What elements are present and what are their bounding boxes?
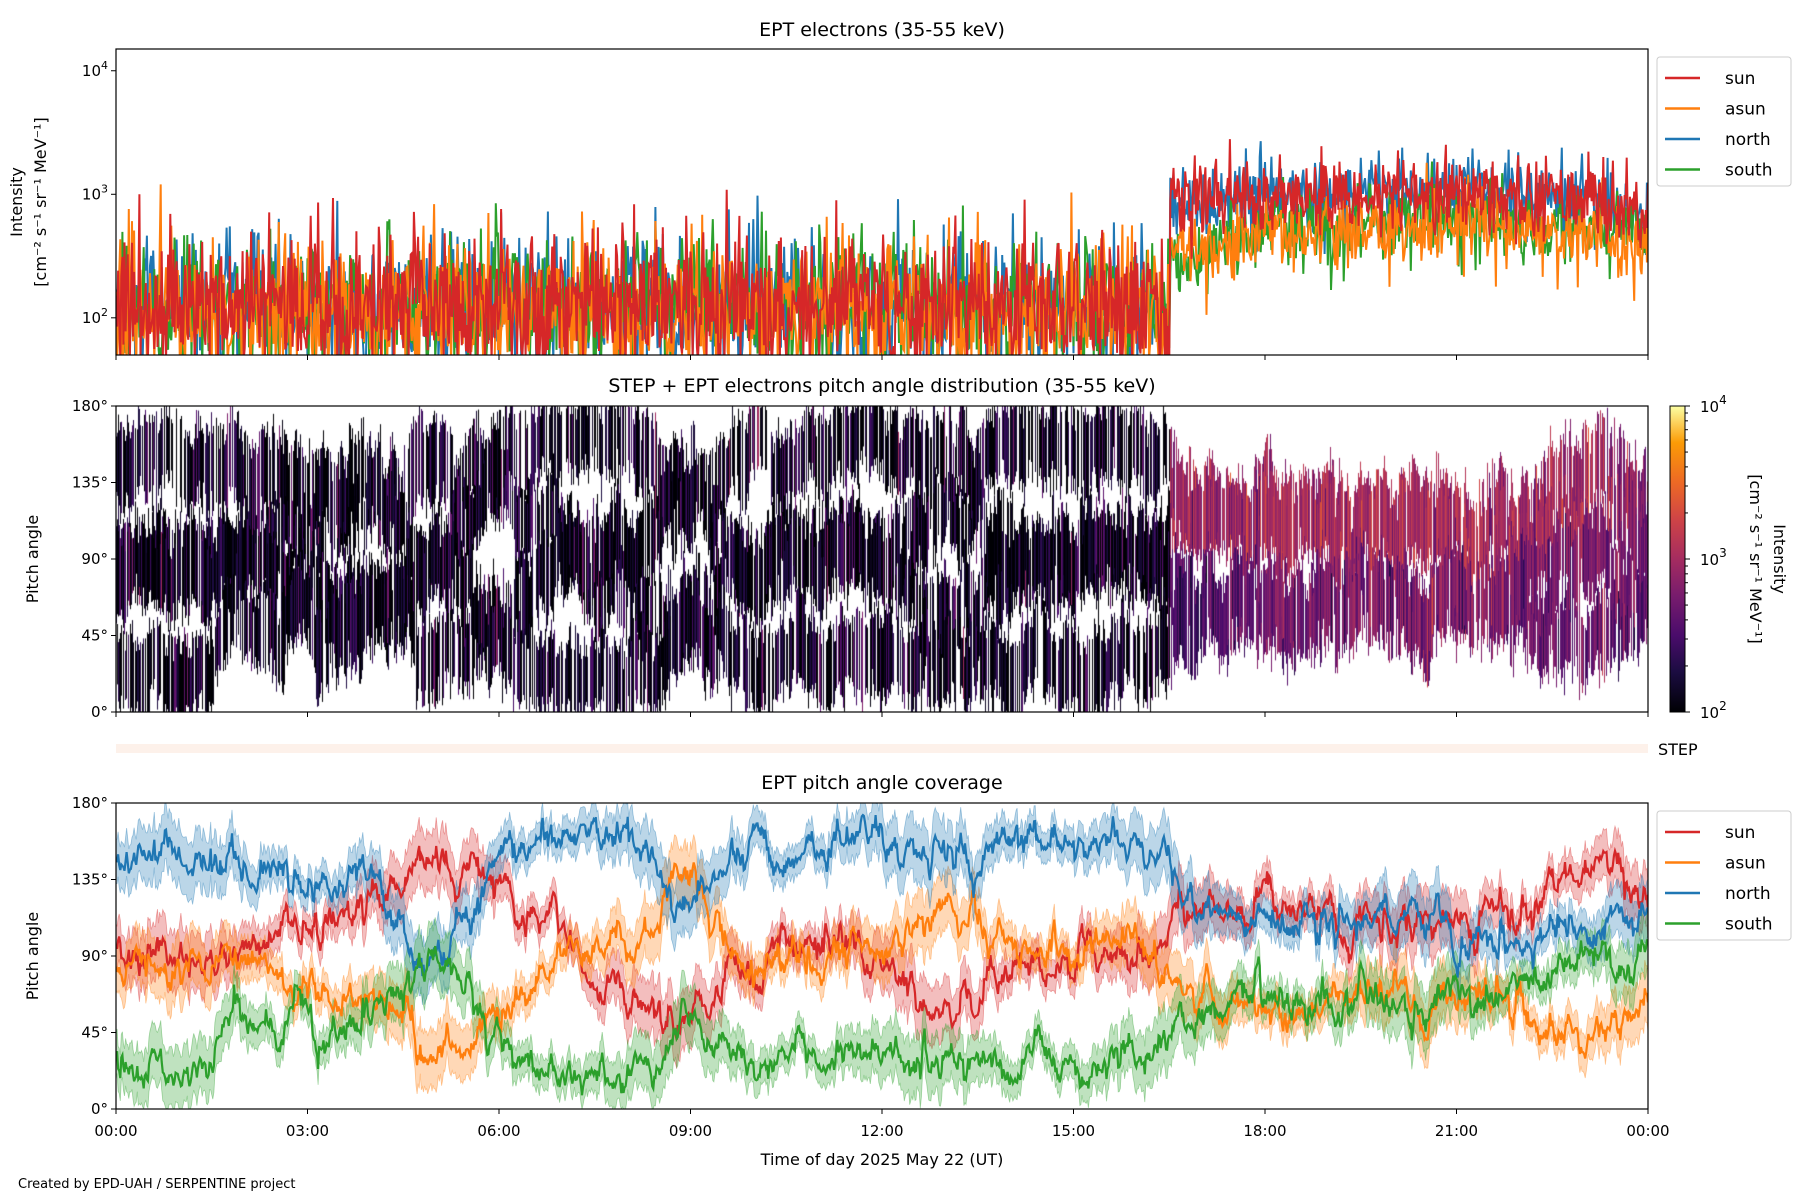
panel2-frame	[115, 405, 1649, 713]
panel2-title: STEP + EPT electrons pitch angle distrib…	[608, 375, 1155, 397]
panel1-legend: sun asun north south	[1656, 56, 1792, 187]
x-tick-label: 15:00	[1052, 1122, 1095, 1140]
y-tick-label: 45°	[81, 1024, 108, 1042]
y-tick-label: 180°	[72, 397, 108, 415]
x-tick-label: 12:00	[860, 1122, 903, 1140]
panel1-yticks: 102 103 104	[82, 59, 116, 327]
y-tick-label: 0°	[91, 703, 108, 721]
panel2-ylabel: Pitch angle	[23, 515, 42, 603]
legend-label-south: south	[1725, 161, 1772, 181]
x-tick-label: 00:00	[94, 1122, 137, 1140]
legend-label-north: north	[1725, 130, 1771, 150]
legend-box	[1656, 810, 1792, 941]
colorbar-label: Intensity	[1770, 524, 1789, 594]
x-tick-label: 00:00	[1626, 1122, 1669, 1140]
colorbar-tick-label: 104	[1700, 393, 1727, 416]
legend-label-sun: sun	[1725, 69, 1755, 89]
legend-label-asun: asun	[1725, 100, 1766, 120]
x-tick-label: 03:00	[286, 1122, 329, 1140]
series-line-south	[116, 939, 1648, 1096]
panel1-ylabel-units: [cm⁻² s⁻¹ sr⁻¹ MeV⁻¹]	[31, 117, 50, 286]
panel1-title: EPT electrons (35-55 keV)	[759, 19, 1005, 41]
x-tick-label: 06:00	[477, 1122, 520, 1140]
panel1-series	[116, 139, 1648, 355]
x-tick-label: 21:00	[1435, 1122, 1478, 1140]
x-tick-label: 18:00	[1243, 1122, 1286, 1140]
coverage-lines	[116, 813, 1648, 1096]
panel1-ylabel: Intensity	[7, 167, 26, 237]
series-line-north	[116, 813, 1648, 978]
series-line-asun	[116, 862, 1648, 1066]
step-label: STEP	[1658, 740, 1698, 759]
panel3-legend: sun asun north south	[1656, 810, 1792, 941]
panel3-title: EPT pitch angle coverage	[761, 772, 1002, 794]
pitch-angle-spectrogram	[116, 406, 1648, 712]
legend-label-north: north	[1725, 884, 1771, 904]
series-line-sun	[116, 139, 1648, 355]
x-tick-label: 09:00	[669, 1122, 712, 1140]
footer-credit: Created by EPD-UAH / SERPENTINE project	[18, 1177, 295, 1192]
band-south	[116, 911, 1648, 1109]
y-tick-label: 135°	[72, 871, 108, 889]
panel2-yticks: 0° 45° 90° 135° 180°	[72, 397, 116, 721]
y-tick-label: 135°	[72, 474, 108, 492]
x-axis-label: Time of day 2025 May 22 (UT)	[760, 1150, 1004, 1169]
y-tick-label: 103	[82, 182, 108, 203]
x-axis-ticks: 00:00 03:00 06:00 09:00 12:00 15:00 18:00 21:00…	[94, 355, 1670, 1140]
series-line-sun	[116, 845, 1648, 1041]
colorbar-tick-label: 102	[1700, 699, 1727, 722]
panel3-ylabel: Pitch angle	[23, 912, 42, 1000]
legend-label-sun: sun	[1725, 823, 1755, 843]
y-tick-label: 0°	[91, 1100, 108, 1118]
colorbar	[1669, 405, 1686, 713]
panel3-series	[116, 803, 1648, 1109]
colorbar-label-units: [cm⁻² s⁻¹ sr⁻¹ MeV⁻¹]	[1746, 474, 1765, 643]
y-tick-label: 90°	[81, 947, 108, 965]
y-tick-label: 45°	[81, 627, 108, 645]
step-coverage-bar	[116, 744, 1648, 753]
y-tick-label: 180°	[72, 794, 108, 812]
legend-label-south: south	[1725, 915, 1772, 935]
legend-box	[1656, 56, 1792, 187]
y-tick-label: 104	[82, 59, 108, 80]
colorbar-ticks: 102 103 104	[1685, 393, 1727, 722]
legend-label-asun: asun	[1725, 854, 1766, 874]
panel3-yticks: 0° 45° 90° 135° 180°	[72, 794, 116, 1118]
y-tick-label: 102	[82, 306, 108, 327]
colorbar-tick-label: 103	[1700, 546, 1727, 569]
y-tick-label: 90°	[81, 550, 108, 568]
